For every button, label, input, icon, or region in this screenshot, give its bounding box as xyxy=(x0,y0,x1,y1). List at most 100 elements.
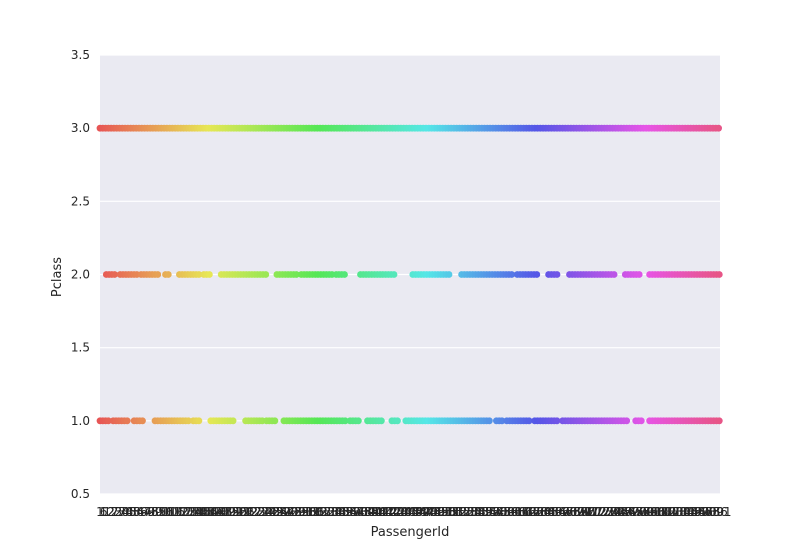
x-tick-label: 528 xyxy=(455,505,478,519)
x-tick-label: 391 xyxy=(360,505,383,519)
x-tick-label: 1 xyxy=(96,505,104,519)
x-tick-label: 428 xyxy=(386,505,409,519)
x-tick-label: 38 xyxy=(118,505,133,519)
x-tick-label: 133 xyxy=(180,505,203,519)
x-tick-label: 112 xyxy=(166,505,189,519)
data-point xyxy=(271,417,279,425)
x-tick-label: 127 xyxy=(177,505,200,519)
y-tick-label: 3.5 xyxy=(71,48,90,62)
y-tick-label: 2.5 xyxy=(71,194,90,208)
x-tick-label: 64 xyxy=(136,505,151,519)
x-tick-label: 333 xyxy=(320,505,343,519)
x-tick-label: 159 xyxy=(199,505,222,519)
x-tick-label: 6 xyxy=(100,505,108,519)
x-tick-label: 586 xyxy=(496,505,519,519)
x-tick-label: 254 xyxy=(265,505,288,519)
data-point xyxy=(715,417,723,425)
data-point xyxy=(390,271,398,278)
x-tick-label: 148 xyxy=(191,505,214,519)
x-tick-label: 222 xyxy=(243,505,266,519)
x-tick-label: 380 xyxy=(353,505,376,519)
x-tick-label: 370 xyxy=(345,505,368,519)
x-tick-label: 280 xyxy=(283,505,306,519)
data-point xyxy=(553,271,561,278)
x-tick-label: 817 xyxy=(657,505,680,519)
x-tick-label: 728 xyxy=(595,505,618,519)
x-tick-label: 322 xyxy=(312,505,335,519)
data-point xyxy=(445,271,453,278)
x-tick-label: 170 xyxy=(206,505,229,519)
x-tick-label: 807 xyxy=(650,505,673,519)
x-tick-label: 865 xyxy=(690,505,713,519)
x-tick-label: 175 xyxy=(210,505,233,519)
x-tick-label: 749 xyxy=(609,505,632,519)
data-point xyxy=(525,417,533,425)
data-point xyxy=(195,271,203,278)
x-tick-label: 801 xyxy=(646,505,669,519)
x-tick-label: 886 xyxy=(705,505,728,519)
y-tick-label: 2.0 xyxy=(71,268,90,282)
data-point xyxy=(164,271,172,278)
x-tick-label: 670 xyxy=(554,505,577,519)
x-tick-label: 738 xyxy=(602,505,625,519)
x-tick-label: 417 xyxy=(378,505,401,519)
y-tick-label: 0.5 xyxy=(71,487,90,501)
x-tick-label: 185 xyxy=(217,505,240,519)
data-point xyxy=(553,417,561,425)
data-point xyxy=(498,417,506,425)
x-tick-label: 875 xyxy=(698,505,721,519)
x-tick-label: 354 xyxy=(334,505,357,519)
x-tick-label: 538 xyxy=(463,505,486,519)
x-tick-label: 580 xyxy=(492,505,515,519)
x-tick-label: 164 xyxy=(202,505,225,519)
x-tick-label: 722 xyxy=(591,505,614,519)
x-tick-label: 480 xyxy=(422,505,445,519)
x-tick-label: 633 xyxy=(529,505,552,519)
x-tick-label: 696 xyxy=(573,505,596,519)
x-tick-label: 338 xyxy=(323,505,346,519)
x-tick-label: 343 xyxy=(327,505,350,519)
x-tick-label: 407 xyxy=(371,505,394,519)
data-point xyxy=(355,417,362,425)
x-tick-label: 791 xyxy=(639,505,662,519)
x-tick-label: 654 xyxy=(543,505,566,519)
x-tick-label: 106 xyxy=(162,505,185,519)
x-tick-label: 891 xyxy=(709,505,732,519)
x-tick-label: 433 xyxy=(389,505,412,519)
x-tick-label: 475 xyxy=(419,505,442,519)
x-tick-label: 559 xyxy=(477,505,500,519)
x-tick-label: 823 xyxy=(661,505,684,519)
x-tick-label: 12 xyxy=(100,505,115,519)
x-tick-label: 643 xyxy=(536,505,559,519)
x-tick-label: 533 xyxy=(459,505,482,519)
x-tick-label: 48 xyxy=(125,505,140,519)
x-tick-label: 665 xyxy=(551,505,574,519)
data-point xyxy=(533,271,541,278)
x-tick-labels: 1612172227333843485459646975808591961011… xyxy=(96,505,731,519)
x-tick-label: 196 xyxy=(224,505,247,519)
data-point xyxy=(341,417,349,425)
x-tick-label: 612 xyxy=(514,505,537,519)
x-tick-label: 828 xyxy=(665,505,688,519)
data-point xyxy=(508,271,516,278)
x-tick-label: 217 xyxy=(239,505,262,519)
x-tick-label: 870 xyxy=(694,505,717,519)
data-point xyxy=(486,417,493,425)
x-tick-label: 206 xyxy=(232,505,255,519)
x-tick-label: 69 xyxy=(140,505,155,519)
x-tick-label: 470 xyxy=(415,505,438,519)
data-point xyxy=(185,417,192,425)
x-tick-label: 691 xyxy=(569,505,592,519)
data-point xyxy=(293,271,300,278)
x-tick-label: 838 xyxy=(672,505,695,519)
data-point xyxy=(195,417,203,425)
data-point xyxy=(394,417,401,425)
x-tick-label: 812 xyxy=(654,505,677,519)
x-tick-label: 607 xyxy=(510,505,533,519)
x-tick-label: 549 xyxy=(470,505,493,519)
x-tick-label: 628 xyxy=(525,505,548,519)
x-tick-label: 717 xyxy=(587,505,610,519)
data-point xyxy=(111,271,118,278)
x-tick-label: 464 xyxy=(411,505,434,519)
x-tick-label: 543 xyxy=(466,505,489,519)
